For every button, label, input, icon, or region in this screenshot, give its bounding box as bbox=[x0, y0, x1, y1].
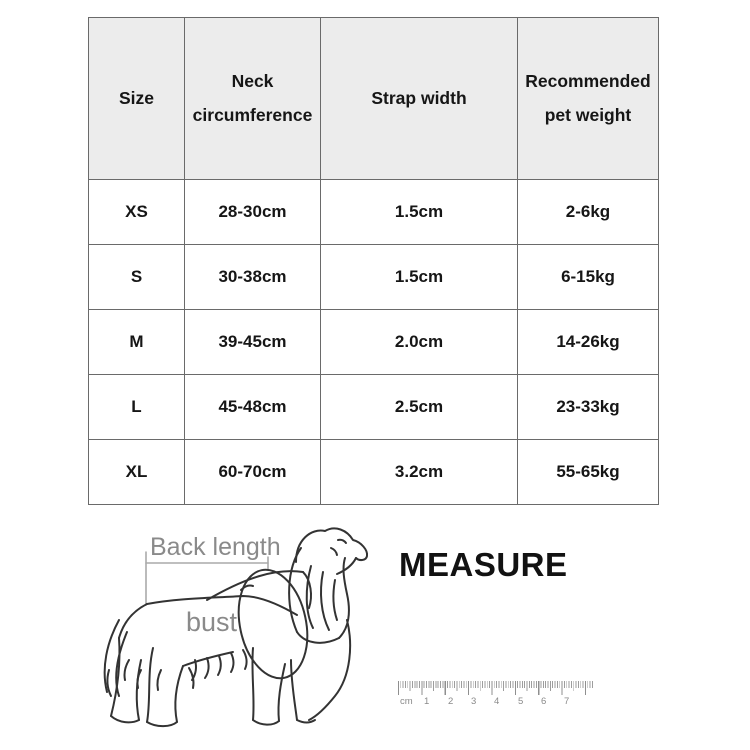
cell-neck: 28-30cm bbox=[184, 179, 321, 245]
ruler-label: 2 bbox=[448, 696, 454, 707]
header-strap: Strap width bbox=[320, 17, 518, 180]
cell-neck: 60-70cm bbox=[184, 439, 321, 505]
table-row: S 30-38cm 1.5cm 6-15kg bbox=[88, 244, 659, 310]
ruler-cm-ticks bbox=[398, 681, 593, 695]
cell-neck: 45-48cm bbox=[184, 374, 321, 440]
table-row: XS 28-30cm 1.5cm 2-6kg bbox=[88, 179, 659, 245]
cell-weight: 23-33kg bbox=[517, 374, 659, 440]
ruler-label: 7 bbox=[564, 696, 570, 707]
ruler: cm 1 2 3 4 5 6 7 bbox=[398, 681, 594, 711]
cell-size: XS bbox=[88, 179, 185, 245]
cell-strap: 3.2cm bbox=[320, 439, 518, 505]
header-weight: Recommended pet weight bbox=[517, 17, 659, 180]
cell-size: L bbox=[88, 374, 185, 440]
measure-title: MEASURE bbox=[399, 546, 568, 583]
cell-size: M bbox=[88, 309, 185, 375]
ruler-label: cm bbox=[400, 696, 413, 707]
cell-weight: 14-26kg bbox=[517, 309, 659, 375]
back-length-bracket bbox=[145, 551, 269, 606]
back-length-label: Back length bbox=[150, 533, 281, 561]
ruler-label: 6 bbox=[541, 696, 547, 707]
ruler-label: 5 bbox=[518, 696, 524, 707]
ruler-label: 3 bbox=[471, 696, 477, 707]
cell-strap: 1.5cm bbox=[320, 244, 518, 310]
bust-label: bust bbox=[186, 607, 238, 637]
dog-illustration bbox=[103, 527, 369, 728]
table-row: M 39-45cm 2.0cm 14-26kg bbox=[88, 309, 659, 375]
table-row: L 45-48cm 2.5cm 23-33kg bbox=[88, 374, 659, 440]
ruler-label: 4 bbox=[494, 696, 500, 707]
header-neck: Neck circumference bbox=[184, 17, 321, 180]
header-size: Size bbox=[88, 17, 185, 180]
cell-size: S bbox=[88, 244, 185, 310]
table-header-row: Size Neck circumference Strap width Reco… bbox=[88, 17, 659, 180]
ruler-label: 1 bbox=[424, 696, 430, 707]
cell-neck: 30-38cm bbox=[184, 244, 321, 310]
size-table: Size Neck circumference Strap width Reco… bbox=[88, 17, 659, 505]
table-row: XL 60-70cm 3.2cm 55-65kg bbox=[88, 439, 659, 505]
cell-weight: 55-65kg bbox=[517, 439, 659, 505]
cell-neck: 39-45cm bbox=[184, 309, 321, 375]
cell-strap: 2.5cm bbox=[320, 374, 518, 440]
cell-strap: 1.5cm bbox=[320, 179, 518, 245]
cell-strap: 2.0cm bbox=[320, 309, 518, 375]
cell-weight: 6-15kg bbox=[517, 244, 659, 310]
cell-weight: 2-6kg bbox=[517, 179, 659, 245]
cell-size: XL bbox=[88, 439, 185, 505]
